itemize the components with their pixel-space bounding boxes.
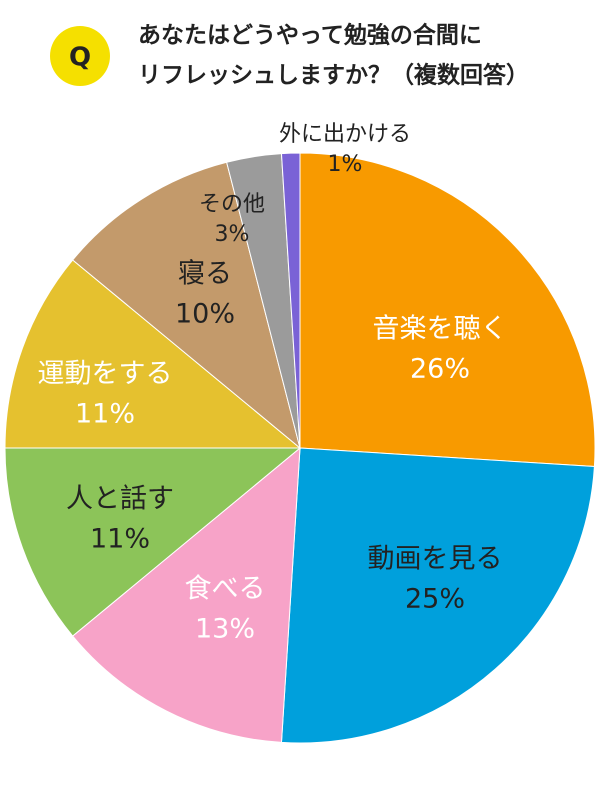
slice [280, 447, 595, 744]
value-label: 11% [90, 524, 150, 555]
slice-label: 外に出かける [279, 122, 411, 147]
value-label: 11% [75, 399, 135, 430]
slice [299, 152, 596, 468]
slice [4, 447, 302, 637]
chart-title: あなたはどうやって勉強の合間に [138, 22, 482, 49]
badge: Q [69, 43, 91, 73]
slice [71, 446, 301, 743]
slice-label: その他 [199, 192, 265, 217]
value-label: 13% [195, 614, 255, 645]
slice-label: 食べる [185, 574, 266, 605]
slice-label: 寝る [178, 259, 232, 290]
value-label: 10% [175, 299, 235, 330]
value-label: 26% [410, 354, 470, 385]
chart-title: リフレッシュしますか？（複数回答） [138, 62, 529, 89]
slice-label: 音楽を聴く [373, 314, 508, 345]
badge-circle [50, 26, 110, 86]
slice-label: 運動をする [38, 359, 173, 390]
value-label: 1% [328, 152, 363, 177]
slice [71, 161, 301, 450]
slice [280, 152, 301, 449]
slice-label: 動画を見る [368, 544, 503, 575]
value-label: 25% [405, 584, 465, 615]
value-label: 3% [215, 222, 250, 247]
pie [4, 152, 596, 744]
slice-label: 人と話す [66, 484, 174, 515]
labels: 音楽を聴く 26% 動画を見る 25% 食べる 13% 人と話す 11% 運動をする 11% 寝る 1… [38, 122, 508, 645]
slice [4, 259, 302, 449]
